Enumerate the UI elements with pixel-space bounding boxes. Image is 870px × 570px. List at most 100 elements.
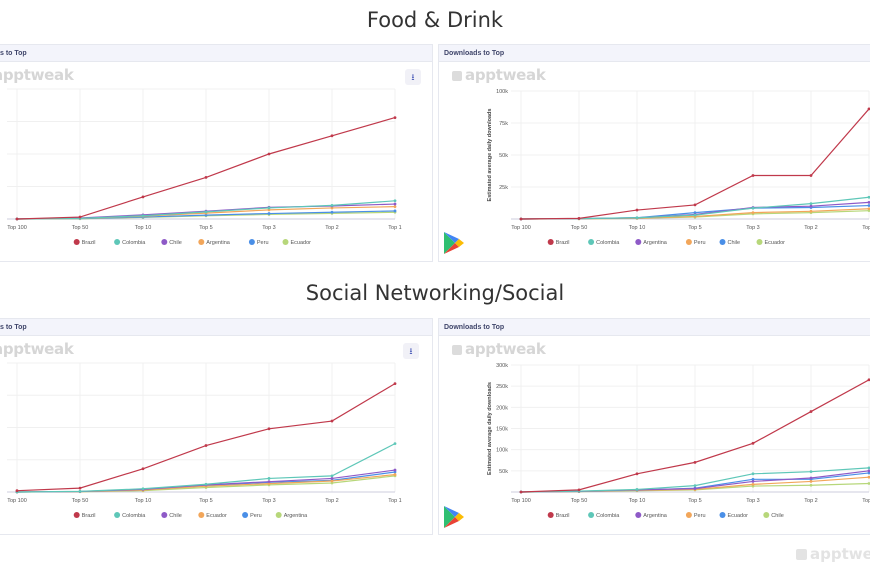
- data-point[interactable]: [78, 486, 82, 490]
- legend-marker[interactable]: [685, 512, 692, 518]
- data-point[interactable]: [809, 174, 813, 177]
- legend-marker[interactable]: [635, 512, 642, 518]
- legend-marker[interactable]: [635, 239, 642, 245]
- data-point[interactable]: [867, 200, 870, 204]
- legend-label[interactable]: Ecuador: [291, 240, 312, 246]
- legend-marker[interactable]: [242, 512, 249, 518]
- legend-marker[interactable]: [114, 239, 121, 245]
- legend-label[interactable]: Argentina: [284, 513, 308, 519]
- legend-marker[interactable]: [547, 512, 554, 518]
- data-point[interactable]: [809, 480, 813, 483]
- data-point[interactable]: [393, 205, 397, 209]
- legend-label[interactable]: Argentina: [643, 240, 667, 246]
- data-point[interactable]: [635, 472, 639, 476]
- data-point[interactable]: [809, 470, 813, 474]
- data-point[interactable]: [867, 378, 870, 382]
- data-point[interactable]: [267, 206, 271, 210]
- data-point[interactable]: [330, 206, 334, 210]
- data-point[interactable]: [267, 477, 271, 480]
- data-point[interactable]: [330, 419, 334, 423]
- legend-label[interactable]: Peru: [694, 240, 706, 246]
- data-point[interactable]: [267, 212, 271, 215]
- data-point[interactable]: [330, 210, 334, 214]
- data-point[interactable]: [393, 468, 397, 472]
- data-point[interactable]: [635, 216, 639, 220]
- legend-label[interactable]: Peru: [257, 240, 269, 246]
- legend-marker[interactable]: [198, 239, 205, 245]
- data-point[interactable]: [519, 490, 523, 494]
- data-point[interactable]: [809, 410, 813, 413]
- data-point[interactable]: [141, 467, 145, 471]
- legend-label[interactable]: Chile: [169, 513, 182, 519]
- data-point[interactable]: [867, 482, 870, 485]
- data-point[interactable]: [141, 214, 145, 218]
- data-point[interactable]: [809, 204, 813, 208]
- legend-marker[interactable]: [73, 512, 80, 518]
- data-point[interactable]: [267, 152, 271, 156]
- legend-label[interactable]: Ecuador: [728, 513, 749, 519]
- legend-label[interactable]: Peru: [694, 513, 706, 519]
- data-point[interactable]: [393, 382, 397, 386]
- data-point[interactable]: [519, 217, 523, 221]
- data-point[interactable]: [751, 482, 755, 486]
- data-point[interactable]: [693, 487, 697, 491]
- data-point[interactable]: [204, 213, 208, 217]
- legend-marker[interactable]: [756, 239, 763, 245]
- data-point[interactable]: [867, 204, 870, 207]
- legend-label[interactable]: Chile: [728, 240, 741, 246]
- legend-label[interactable]: Argentina: [206, 240, 230, 246]
- data-point[interactable]: [693, 203, 697, 207]
- download-icon[interactable]: ⭳: [403, 343, 419, 359]
- data-point[interactable]: [267, 208, 271, 212]
- legend-marker[interactable]: [588, 239, 595, 245]
- data-point[interactable]: [867, 195, 870, 199]
- data-point[interactable]: [15, 489, 19, 493]
- data-point[interactable]: [267, 427, 271, 431]
- data-point[interactable]: [393, 473, 397, 476]
- data-point[interactable]: [809, 202, 813, 206]
- data-point[interactable]: [141, 487, 145, 491]
- data-point[interactable]: [330, 479, 334, 483]
- data-point[interactable]: [330, 481, 334, 485]
- legend-label[interactable]: Brazil: [82, 513, 96, 519]
- legend-label[interactable]: Argentina: [643, 513, 667, 519]
- legend-label[interactable]: Chile: [169, 240, 182, 246]
- data-point[interactable]: [809, 209, 813, 213]
- legend-marker[interactable]: [588, 512, 595, 518]
- legend-marker[interactable]: [719, 512, 726, 518]
- data-point[interactable]: [635, 208, 639, 212]
- data-point[interactable]: [751, 441, 755, 445]
- legend-marker[interactable]: [685, 239, 692, 245]
- data-point[interactable]: [867, 469, 870, 473]
- data-point[interactable]: [751, 206, 755, 210]
- data-point[interactable]: [577, 488, 581, 492]
- data-point[interactable]: [330, 203, 334, 207]
- legend-label[interactable]: Chile: [771, 513, 784, 519]
- data-point[interactable]: [867, 475, 870, 479]
- data-point[interactable]: [393, 442, 397, 446]
- legend-label[interactable]: Ecuador: [765, 240, 786, 246]
- data-point[interactable]: [15, 217, 19, 221]
- data-point[interactable]: [393, 209, 397, 213]
- data-point[interactable]: [693, 213, 697, 217]
- data-point[interactable]: [693, 460, 697, 464]
- data-point[interactable]: [577, 216, 581, 220]
- legend-label[interactable]: Colombia: [596, 240, 620, 246]
- data-point[interactable]: [204, 176, 208, 179]
- legend-marker[interactable]: [73, 239, 80, 245]
- data-point[interactable]: [751, 174, 755, 177]
- data-point[interactable]: [751, 477, 755, 481]
- data-point[interactable]: [393, 116, 397, 119]
- data-point[interactable]: [809, 483, 813, 487]
- data-point[interactable]: [867, 207, 870, 211]
- data-point[interactable]: [751, 472, 755, 476]
- legend-label[interactable]: Colombia: [122, 240, 146, 246]
- data-point[interactable]: [867, 466, 870, 470]
- legend-label[interactable]: Ecuador: [206, 513, 227, 519]
- data-point[interactable]: [330, 134, 334, 138]
- data-point[interactable]: [867, 471, 870, 475]
- legend-marker[interactable]: [114, 512, 121, 518]
- legend-marker[interactable]: [198, 512, 205, 518]
- legend-marker[interactable]: [282, 239, 289, 245]
- data-point[interactable]: [204, 482, 208, 486]
